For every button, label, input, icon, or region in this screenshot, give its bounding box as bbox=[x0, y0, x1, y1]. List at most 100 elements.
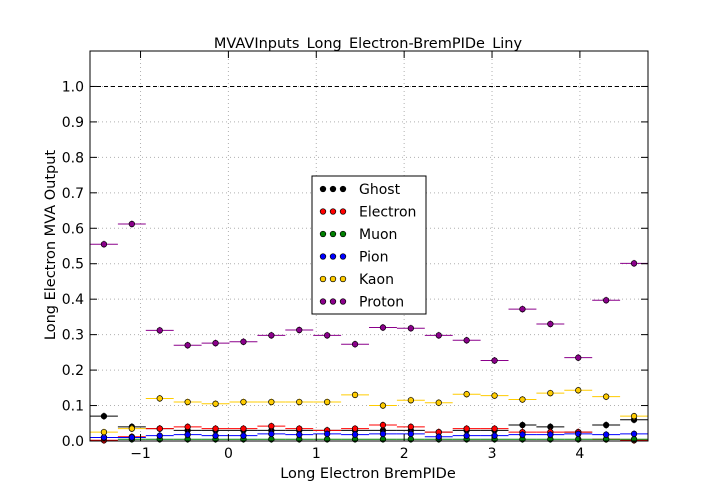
legend-marker bbox=[329, 208, 337, 215]
x-tick-label: 2 bbox=[400, 446, 409, 462]
data-point bbox=[128, 425, 135, 432]
data-point bbox=[324, 430, 331, 438]
data-point bbox=[324, 332, 331, 339]
data-point bbox=[212, 400, 219, 407]
y-tick-label: 0.1 bbox=[62, 399, 84, 415]
y-tick-label: 0.3 bbox=[62, 328, 84, 344]
data-point bbox=[379, 430, 387, 438]
data-point bbox=[603, 297, 610, 304]
data-point bbox=[379, 324, 387, 331]
legend-marker bbox=[329, 253, 337, 260]
legend-label: Electron bbox=[359, 205, 416, 221]
data-point bbox=[212, 425, 219, 432]
y-tick-label: 0.9 bbox=[62, 115, 84, 131]
data-point bbox=[128, 434, 135, 441]
data-point bbox=[100, 241, 108, 248]
data-point bbox=[547, 320, 554, 328]
y-tick-label: 0.7 bbox=[62, 186, 84, 202]
data-point bbox=[240, 338, 247, 345]
legend-marker bbox=[319, 208, 327, 215]
y-tick-label: 1.0 bbox=[62, 79, 84, 95]
data-point bbox=[547, 389, 554, 397]
data-point bbox=[184, 423, 191, 430]
data-point bbox=[435, 433, 442, 440]
data-point bbox=[407, 397, 415, 404]
data-point bbox=[491, 432, 498, 439]
chart-title: MVAVInputs_Long_Electron-BremPIDe_Liny bbox=[214, 36, 523, 52]
legend-marker bbox=[339, 253, 347, 260]
data-point bbox=[268, 398, 275, 406]
x-tick-label: 0 bbox=[224, 446, 233, 462]
legend-marker bbox=[339, 298, 347, 305]
data-point bbox=[491, 425, 498, 432]
legend-marker bbox=[339, 208, 347, 215]
data-point bbox=[463, 337, 470, 344]
plot-area: −1 0 1 2 3 4 0.0 0.1 0.2 0.3 0.4 0.5 0.6 0.7 0.8 0.9 1.0 bbox=[62, 50, 649, 462]
data-point bbox=[268, 430, 275, 438]
legend-marker bbox=[339, 275, 347, 283]
data-point bbox=[603, 431, 610, 438]
legend-marker bbox=[329, 185, 337, 193]
data-point bbox=[547, 431, 554, 438]
data-point bbox=[128, 220, 135, 228]
data-point bbox=[184, 431, 191, 438]
data-point bbox=[463, 425, 470, 432]
data-point bbox=[184, 398, 191, 406]
data-point bbox=[519, 305, 526, 313]
data-point bbox=[156, 432, 163, 439]
data-point bbox=[435, 332, 442, 339]
data-point bbox=[435, 399, 442, 406]
y-tick-label: 0.4 bbox=[62, 292, 84, 308]
data-point bbox=[407, 325, 415, 332]
y-tick-label: 0.6 bbox=[62, 221, 84, 237]
data-point bbox=[630, 260, 638, 267]
data-point bbox=[519, 396, 526, 403]
data-point bbox=[184, 342, 191, 349]
data-point bbox=[630, 413, 638, 420]
data-point bbox=[603, 421, 610, 429]
data-point bbox=[575, 354, 582, 361]
legend-marker bbox=[319, 253, 327, 260]
legend-label: Kaon bbox=[359, 272, 394, 288]
data-point bbox=[463, 391, 470, 398]
data-point bbox=[351, 431, 359, 438]
data-point bbox=[407, 423, 415, 430]
y-tick-label: 0.2 bbox=[62, 363, 84, 379]
legend-marker bbox=[329, 230, 337, 238]
x-tick-label: 1 bbox=[312, 446, 321, 462]
legend-label: Proton bbox=[359, 295, 404, 311]
y-tick-label: 0.8 bbox=[62, 150, 84, 166]
data-point bbox=[575, 387, 582, 394]
legend-marker bbox=[319, 230, 327, 238]
axes-frame bbox=[89, 50, 649, 442]
legend-box bbox=[311, 175, 427, 315]
legend-marker bbox=[319, 185, 327, 193]
data-point bbox=[379, 402, 387, 409]
x-tick-label: −1 bbox=[130, 446, 151, 462]
data-point bbox=[156, 395, 163, 402]
y-tick-label: 0.5 bbox=[62, 257, 84, 273]
x-tick-label: 4 bbox=[575, 446, 584, 462]
legend-marker bbox=[329, 275, 337, 283]
data-point bbox=[212, 339, 219, 347]
x-axis-label: Long Electron BremPIDe bbox=[280, 466, 456, 482]
data-point bbox=[491, 392, 498, 399]
data-point bbox=[491, 357, 498, 364]
legend-label: Muon bbox=[359, 227, 397, 243]
data-point bbox=[100, 428, 108, 436]
data-point bbox=[240, 398, 247, 406]
data-point bbox=[630, 430, 638, 438]
legend-marker bbox=[319, 275, 327, 283]
data-point bbox=[268, 422, 275, 430]
data-point bbox=[268, 332, 275, 339]
legend-marker bbox=[329, 298, 337, 305]
data-point bbox=[351, 425, 359, 432]
data-point bbox=[407, 430, 415, 438]
data-point bbox=[519, 431, 526, 438]
legend-marker bbox=[339, 230, 347, 238]
x-tick-label: 3 bbox=[488, 446, 497, 462]
data-point bbox=[296, 425, 303, 432]
data-point bbox=[240, 425, 247, 432]
data-point bbox=[156, 327, 163, 334]
